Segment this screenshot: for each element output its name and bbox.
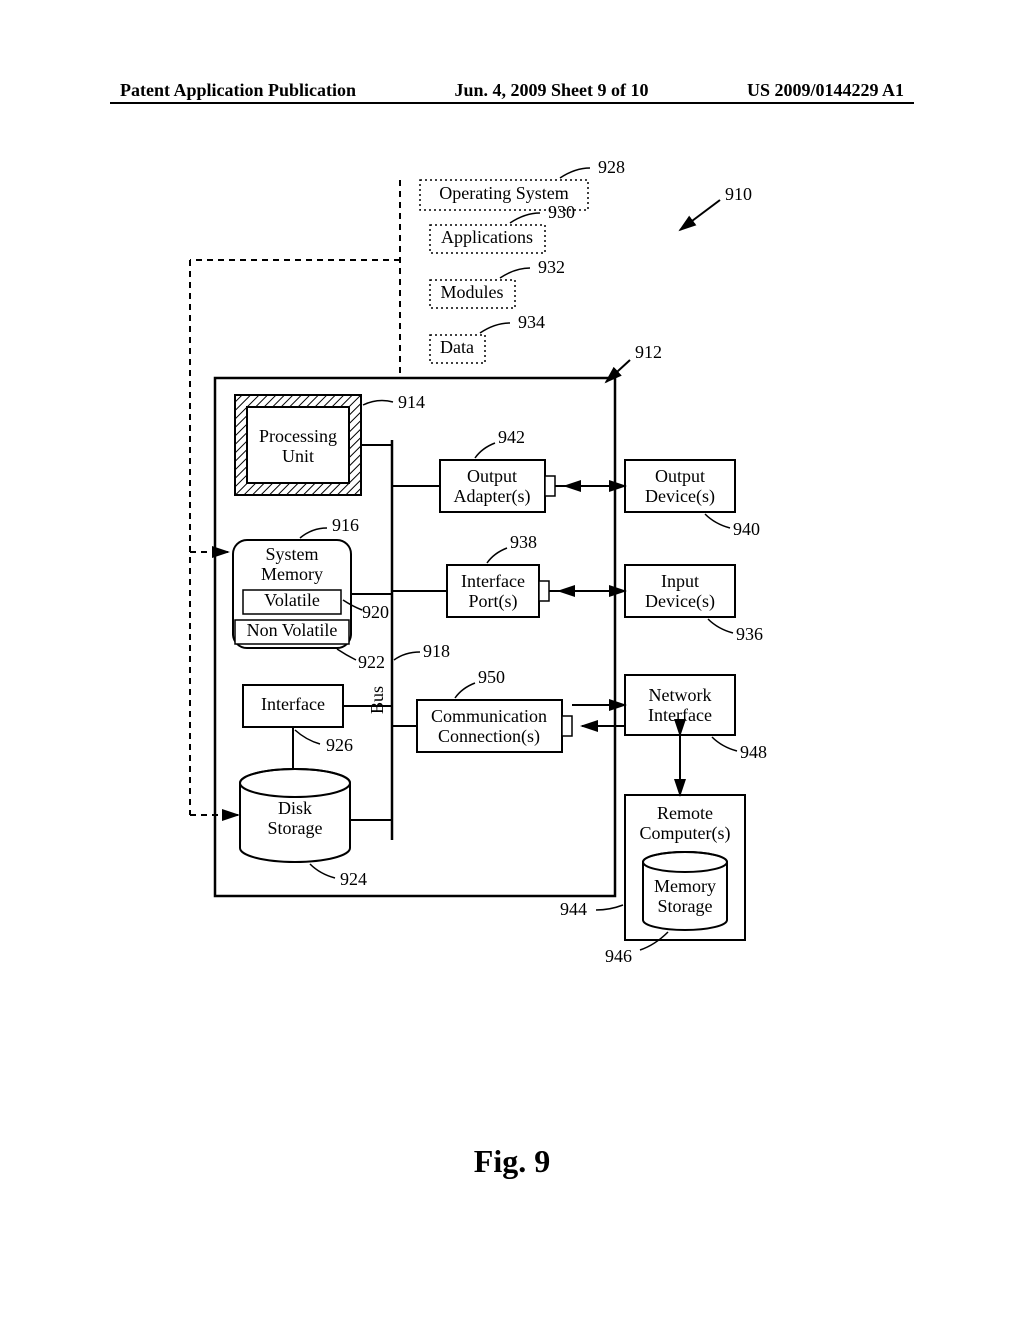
port-comm bbox=[562, 716, 572, 736]
label-operating-system: Operating System bbox=[439, 183, 568, 203]
lead-934 bbox=[480, 323, 510, 333]
lead-942 bbox=[475, 443, 495, 458]
label-remote-l2: Computer(s) bbox=[640, 823, 731, 844]
label-indev-l2: Device(s) bbox=[645, 591, 715, 612]
ref-916: 916 bbox=[332, 515, 359, 535]
ref-950: 950 bbox=[478, 667, 505, 687]
page: Patent Application Publication Jun. 4, 2… bbox=[0, 0, 1024, 1320]
label-outdev-l1: Output bbox=[655, 466, 705, 486]
label-remote-l1: Remote bbox=[657, 803, 713, 823]
label-processing-l2: Unit bbox=[282, 446, 314, 466]
label-netif-l2: Interface bbox=[648, 705, 712, 725]
label-volatile: Volatile bbox=[264, 590, 320, 610]
ref-948: 948 bbox=[740, 742, 767, 762]
label-memstor-l1: Memory bbox=[654, 876, 716, 896]
ref-924: 924 bbox=[340, 869, 367, 889]
lead-932 bbox=[500, 268, 530, 278]
port-ifport bbox=[539, 581, 549, 601]
lead-936 bbox=[708, 619, 733, 633]
ref-942: 942 bbox=[498, 427, 525, 447]
lead-918 bbox=[394, 652, 420, 660]
label-sysmem-l2: Memory bbox=[261, 564, 323, 584]
ref-946: 946 bbox=[605, 946, 632, 966]
label-sysmem-l1: System bbox=[265, 544, 318, 564]
label-modules: Modules bbox=[441, 282, 504, 302]
lead-938 bbox=[487, 548, 507, 563]
ref-934: 934 bbox=[518, 312, 545, 332]
label-outadp-l2: Adapter(s) bbox=[454, 486, 531, 507]
lead-950 bbox=[455, 683, 475, 698]
memory-storage-cyl: Memory Storage bbox=[643, 852, 727, 930]
lead-912 bbox=[606, 360, 630, 382]
port-outadp bbox=[545, 476, 555, 496]
lead-916 bbox=[300, 528, 327, 538]
disk-storage: Disk Storage bbox=[240, 769, 350, 862]
lead-944 bbox=[596, 905, 623, 910]
label-disk-l2: Storage bbox=[268, 818, 323, 838]
ref-938: 938 bbox=[510, 532, 537, 552]
ref-918: 918 bbox=[423, 641, 450, 661]
label-nonvolatile: Non Volatile bbox=[247, 620, 338, 640]
label-interface: Interface bbox=[261, 694, 325, 714]
lead-910 bbox=[680, 200, 720, 230]
label-netif-l1: Network bbox=[649, 685, 712, 705]
ref-910: 910 bbox=[725, 184, 752, 204]
lead-914 bbox=[363, 401, 393, 405]
lead-922 bbox=[337, 649, 356, 660]
label-data: Data bbox=[440, 337, 474, 357]
lead-924 bbox=[310, 864, 335, 878]
ref-914: 914 bbox=[398, 392, 425, 412]
label-ifport-l2: Port(s) bbox=[469, 591, 518, 612]
lead-948 bbox=[712, 737, 737, 751]
lead-930 bbox=[510, 213, 540, 223]
ref-930: 930 bbox=[548, 202, 575, 222]
figure-caption: Fig. 9 bbox=[0, 1143, 1024, 1180]
label-disk-l1: Disk bbox=[278, 798, 312, 818]
ref-922: 922 bbox=[358, 652, 385, 672]
label-bus: Bus bbox=[367, 686, 387, 714]
label-applications: Applications bbox=[441, 227, 533, 247]
label-ifport-l1: Interface bbox=[461, 571, 525, 591]
ref-912: 912 bbox=[635, 342, 662, 362]
label-outadp-l1: Output bbox=[467, 466, 517, 486]
lead-926 bbox=[295, 730, 320, 744]
lead-940 bbox=[705, 514, 730, 528]
ref-944: 944 bbox=[560, 899, 587, 919]
ref-940: 940 bbox=[733, 519, 760, 539]
ref-932: 932 bbox=[538, 257, 565, 277]
ref-936: 936 bbox=[736, 624, 763, 644]
diagram-svg: Operating System Applications Modules Da… bbox=[0, 0, 1024, 1320]
label-indev-l1: Input bbox=[661, 571, 699, 591]
label-comm-l1: Communication bbox=[431, 706, 547, 726]
label-comm-l2: Connection(s) bbox=[438, 726, 540, 747]
label-processing-l1: Processing bbox=[259, 426, 337, 446]
label-outdev-l2: Device(s) bbox=[645, 486, 715, 507]
ref-928: 928 bbox=[598, 157, 625, 177]
ref-920: 920 bbox=[362, 602, 389, 622]
ref-926: 926 bbox=[326, 735, 353, 755]
label-memstor-l2: Storage bbox=[658, 896, 713, 916]
lead-928 bbox=[560, 168, 590, 178]
